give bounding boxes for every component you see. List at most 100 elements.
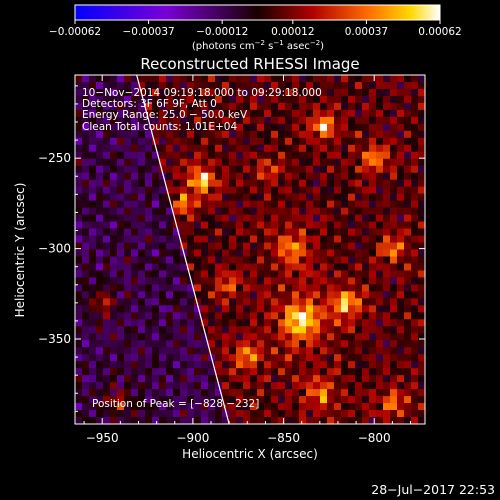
heatmap-cell	[299, 88, 307, 97]
annotation-block: 10−Nov−2014 09:19:18.000 to 09:29:18.000…	[82, 87, 322, 133]
heatmap-cell	[103, 221, 111, 229]
heatmap-cell	[89, 81, 97, 90]
heatmap-cell	[152, 172, 160, 180]
heatmap-cell	[145, 382, 153, 390]
heatmap-cell	[313, 109, 321, 118]
heatmap-cell	[411, 116, 419, 125]
heatmap-cell	[383, 403, 391, 411]
heatmap-cell	[278, 193, 286, 201]
heatmap-cell	[110, 144, 118, 153]
heatmap-cell	[264, 109, 272, 118]
heatmap-cell	[215, 389, 223, 397]
heatmap-cell	[376, 200, 384, 208]
heatmap-cell	[243, 319, 251, 327]
heatmap-cell	[201, 186, 209, 194]
heatmap-cell	[397, 319, 405, 327]
heatmap-cell	[75, 172, 83, 180]
heatmap-cell	[327, 151, 335, 160]
heatmap-cell	[341, 389, 349, 397]
heatmap-cell	[397, 123, 405, 132]
heatmap-cell	[418, 277, 425, 285]
heatmap-cell	[166, 172, 174, 180]
heatmap-cell	[334, 291, 342, 299]
heatmap-cell	[383, 172, 391, 180]
heatmap-cell	[327, 270, 335, 278]
heatmap-cell	[117, 172, 125, 180]
heatmap-cell	[285, 340, 293, 348]
heatmap-cell	[327, 186, 335, 194]
heatmap-cell	[278, 403, 286, 411]
heatmap-cell	[369, 221, 377, 229]
heatmap-cell	[418, 81, 425, 90]
heatmap-cell	[138, 123, 146, 132]
heatmap-cell	[306, 228, 314, 236]
heatmap-cell	[243, 116, 251, 125]
heatmap-cell	[390, 298, 398, 306]
heatmap-cell	[166, 298, 174, 306]
heatmap-cell	[369, 123, 377, 132]
heatmap-cell	[383, 305, 391, 313]
heatmap-cell	[418, 354, 425, 362]
heatmap-cell	[355, 123, 363, 132]
heatmap-cell	[208, 88, 216, 97]
heatmap-cell	[201, 151, 209, 160]
heatmap-cell	[89, 277, 97, 285]
heatmap-cell	[341, 263, 349, 271]
heatmap-cell	[327, 354, 335, 362]
heatmap-cell	[376, 214, 384, 222]
heatmap-cell	[320, 403, 328, 411]
heatmap-cell	[292, 347, 300, 355]
heatmap-cell	[208, 130, 216, 139]
heatmap-cell	[299, 312, 307, 320]
heatmap-cell	[348, 368, 356, 376]
heatmap-cell	[348, 95, 356, 104]
heatmap-cell	[348, 200, 356, 208]
heatmap-cell	[145, 305, 153, 313]
heatmap-cell	[138, 291, 146, 299]
heatmap-cell	[411, 172, 419, 180]
heatmap-cell	[292, 242, 300, 250]
heatmap-cell	[159, 179, 167, 187]
heatmap-cell	[96, 200, 104, 208]
heatmap-cell	[103, 375, 111, 383]
heatmap-cell	[89, 256, 97, 264]
colorbar-tick-label: 0.00062	[418, 26, 461, 38]
heatmap-cell	[103, 333, 111, 341]
heatmap-cell	[320, 382, 328, 390]
heatmap-cell	[110, 375, 118, 383]
heatmap-cell	[138, 354, 146, 362]
heatmap-cell	[187, 109, 195, 118]
heatmap-cell	[418, 207, 425, 215]
heatmap-cell	[306, 319, 314, 327]
heatmap-cell	[75, 263, 83, 271]
heatmap-cell	[313, 305, 321, 313]
heatmap-cell	[166, 368, 174, 376]
heatmap-cell	[257, 81, 265, 90]
heatmap-cell	[159, 235, 167, 243]
heatmap-cell	[173, 137, 181, 146]
heatmap-cell	[75, 333, 83, 341]
heatmap-cell	[390, 186, 398, 194]
heatmap-cell	[75, 403, 83, 411]
heatmap-cell	[418, 333, 425, 341]
heatmap-cell	[124, 102, 132, 111]
heatmap-cell	[201, 291, 209, 299]
heatmap-cell	[334, 221, 342, 229]
heatmap-cell	[376, 270, 384, 278]
heatmap-cell	[131, 368, 139, 376]
heatmap-cell	[292, 116, 300, 125]
heatmap-cell	[222, 221, 230, 229]
heatmap-cell	[173, 410, 181, 418]
heatmap-cell	[264, 214, 272, 222]
heatmap-cell	[89, 88, 97, 97]
heatmap-cell	[117, 291, 125, 299]
heatmap-cell	[250, 151, 258, 160]
heatmap-cell	[229, 207, 237, 215]
heatmap-cell	[257, 165, 265, 174]
heatmap-cell	[418, 326, 425, 334]
heatmap-cell	[180, 130, 188, 139]
heatmap-cell	[383, 284, 391, 292]
heatmap-cell	[341, 319, 349, 327]
heatmap-cell	[103, 284, 111, 292]
heatmap-cell	[110, 354, 118, 362]
